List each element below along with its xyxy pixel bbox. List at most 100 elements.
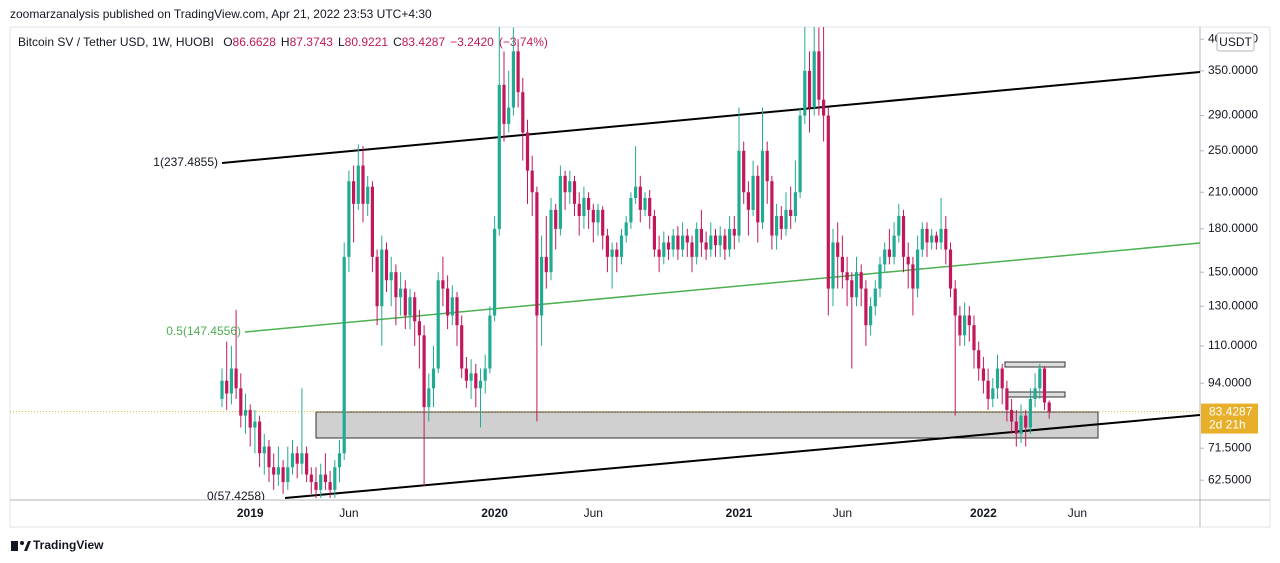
candle-body: [1010, 409, 1014, 422]
candle-body: [901, 216, 906, 257]
candle-body: [826, 115, 830, 289]
candle-body: [953, 288, 957, 316]
candle-body: [380, 249, 384, 307]
plot-area: 1(237.4855) 0.5(147.4556) 0(57.4258): [10, 27, 1200, 500]
candle-body: [873, 288, 877, 307]
candle-body: [732, 228, 736, 236]
candle-body: [582, 197, 586, 217]
candle-body: [652, 216, 656, 250]
channel-mid: [244, 242, 1200, 333]
candle-body: [441, 280, 445, 289]
candle-body: [685, 235, 689, 243]
candle-body: [991, 388, 995, 399]
candle-body: [530, 170, 534, 193]
candle-body: [572, 181, 577, 204]
candle-body: [549, 209, 553, 273]
candle-body: [854, 272, 859, 298]
x-tick-label: Jun: [1068, 506, 1087, 520]
candle-body: [765, 150, 769, 182]
candle-body: [892, 235, 896, 257]
candle-body: [897, 216, 901, 236]
candle-body: [958, 315, 962, 336]
candle-body: [544, 256, 548, 273]
candle-body: [577, 203, 581, 217]
candle-body: [930, 235, 934, 243]
candle-body: [540, 256, 544, 316]
candle-body: [746, 192, 750, 210]
candle-body: [591, 209, 595, 223]
candle-body: [986, 380, 990, 399]
candle-body: [253, 421, 257, 428]
candle-body: [507, 107, 511, 124]
candle-body: [262, 446, 266, 454]
candle-body: [793, 192, 797, 217]
candle-body: [751, 175, 755, 210]
currency-badge: [1216, 32, 1255, 52]
candle-body: [831, 242, 835, 289]
candle-body: [981, 368, 985, 381]
candle-body: [502, 84, 506, 124]
candle-body: [840, 256, 844, 273]
candle-body: [948, 249, 953, 289]
y-tick-label: 94.0000: [1208, 375, 1252, 389]
candle-body: [911, 264, 915, 289]
candle-body: [220, 380, 224, 399]
candle-body: [323, 474, 327, 483]
candle-body: [624, 222, 628, 236]
candle-body: [629, 197, 633, 223]
candle-body: [464, 368, 468, 381]
candle-body: [887, 249, 891, 257]
candle-body: [243, 409, 248, 416]
fib-label: 1(237.4855): [153, 155, 218, 169]
candle-body: [657, 249, 661, 257]
candle-body: [878, 264, 882, 289]
candle-body: [742, 150, 746, 193]
candle-body: [817, 51, 821, 100]
candle-body: [563, 175, 567, 193]
candle-body: [1019, 415, 1023, 434]
candle-body: [1000, 368, 1004, 389]
candle-body: [450, 297, 454, 316]
channel-top: [221, 71, 1200, 164]
candle-body: [356, 165, 360, 204]
symbol-legend: Bitcoin SV / Tether USD, 1W, HUOBI O86.6…: [18, 35, 553, 49]
candle-body: [248, 409, 252, 428]
change-percent: (−3.74%): [498, 35, 548, 49]
candle-body: [413, 297, 417, 322]
candle-body: [352, 181, 356, 204]
candle-body: [408, 297, 412, 316]
candle-body: [906, 256, 910, 265]
chart-frame: [9, 26, 1271, 528]
candle-body: [1038, 368, 1042, 389]
candle-body: [864, 288, 868, 326]
candle-body: [1028, 398, 1032, 428]
candle-body: [290, 453, 295, 468]
candle-body: [478, 380, 483, 389]
candle-body: [756, 175, 760, 223]
candle-body: [225, 380, 229, 394]
ohlc-value: 83.4287: [401, 35, 446, 49]
candle-body: [370, 186, 374, 257]
candle-body: [587, 197, 591, 210]
y-tick-label: 250.0000: [1208, 143, 1258, 157]
candle-body: [497, 84, 501, 229]
candle-body: [328, 482, 332, 490]
candle-body: [713, 235, 718, 246]
candle-body: [300, 453, 304, 464]
fib-label: 0.5(147.4556): [166, 324, 241, 338]
candle-body: [436, 280, 440, 369]
candle-body: [314, 482, 318, 490]
x-tick-label: 2022: [970, 506, 997, 520]
candle-body: [850, 280, 854, 298]
candle-body: [704, 242, 708, 250]
candle-body: [305, 453, 309, 475]
candle-body: [676, 235, 680, 250]
ohlc-prefix: O: [223, 35, 233, 49]
candle-body: [521, 92, 525, 133]
candle-body: [784, 209, 788, 229]
candle-body: [939, 228, 943, 243]
ohlc-prefix: H: [280, 35, 290, 49]
candle-body: [695, 228, 699, 257]
